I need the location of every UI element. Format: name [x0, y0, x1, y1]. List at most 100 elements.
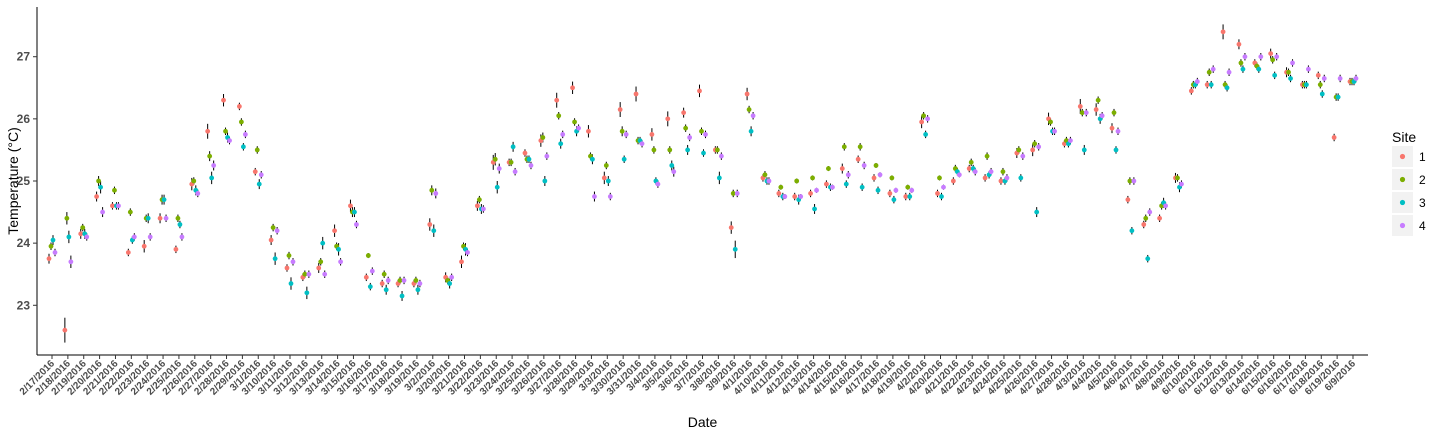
data-point-site-3: [177, 222, 183, 227]
data-point-site-1: [681, 110, 687, 116]
legend-label: 3: [1419, 196, 1426, 210]
data-point-site-2: [476, 197, 482, 203]
data-point-site-3: [399, 293, 405, 299]
data-point-site-1: [1268, 51, 1274, 57]
data-point-site-1: [919, 119, 925, 125]
data-point-site-2: [1175, 175, 1180, 181]
data-point-site-1: [173, 246, 179, 252]
data-point-site-4: [1306, 66, 1311, 72]
data-point-site-4: [528, 163, 534, 168]
data-point-site-4: [465, 250, 470, 255]
data-point-site-1: [252, 169, 258, 175]
data-point-site-3: [272, 256, 278, 262]
data-point-site-3: [98, 184, 103, 190]
data-point-site-4: [1004, 175, 1010, 181]
data-point-site-3: [621, 156, 627, 162]
data-point-site-3: [891, 197, 897, 203]
data-point-site-2: [429, 187, 435, 193]
data-point-site-1: [1315, 72, 1321, 78]
data-point-site-1: [141, 243, 147, 249]
legend-title: Site: [1392, 129, 1416, 145]
data-point-site-2: [667, 147, 673, 153]
data-point-site-4: [258, 172, 264, 178]
y-tick-label: 26: [17, 112, 31, 126]
data-point-site-1: [950, 178, 956, 184]
data-point-site-3: [415, 287, 421, 293]
data-point-site-1: [982, 175, 988, 181]
data-point-site-4: [496, 166, 502, 171]
data-point-site-4: [401, 278, 407, 283]
data-point-site-2: [175, 215, 181, 221]
data-point-site-2: [254, 147, 260, 153]
data-point-site-3: [1034, 209, 1040, 215]
error-bars: [48, 24, 1357, 343]
data-point-site-4: [560, 131, 566, 137]
data-point-site-2: [714, 147, 720, 153]
data-point-site-3: [161, 197, 167, 203]
data-point-site-1: [268, 237, 274, 243]
data-point-site-3: [732, 246, 738, 252]
data-point-site-4: [306, 271, 312, 277]
data-point-site-4: [417, 281, 423, 286]
data-point-site-2: [112, 187, 117, 193]
data-point-site-4: [163, 215, 169, 221]
data-point-site-4: [433, 191, 439, 196]
data-point-site-2: [318, 259, 324, 265]
legend-key-point-site-1: [1399, 153, 1406, 160]
y-tick-label: 27: [17, 50, 31, 64]
data-point-site-3: [320, 240, 326, 246]
data-point-site-1: [776, 191, 782, 196]
data-point-site-3: [1272, 72, 1278, 78]
data-point-site-1: [316, 265, 322, 271]
data-point-site-2: [1000, 169, 1006, 175]
data-point-site-2: [1206, 69, 1212, 75]
data-point-site-2: [699, 128, 704, 134]
data-point-site-4: [1290, 60, 1295, 66]
data-point-site-2: [778, 184, 784, 190]
data-point-site-2: [730, 191, 736, 196]
data-point-site-4: [1337, 76, 1343, 81]
data-point-site-4: [274, 228, 280, 234]
data-point-site-3: [542, 178, 548, 184]
data-point-site-2: [556, 113, 562, 119]
data-point-site-4: [687, 135, 693, 140]
data-point-site-2: [64, 215, 70, 221]
y-tick-label: 23: [17, 298, 31, 312]
data-point-site-2: [1016, 147, 1022, 153]
data-point-site-4: [354, 222, 359, 227]
data-point-site-2: [810, 175, 815, 181]
y-axis-title: Temperature (°C): [5, 127, 21, 235]
data-point-site-1: [94, 194, 99, 199]
data-point-site-4: [1147, 209, 1153, 215]
legend-label: 1: [1419, 150, 1426, 164]
data-point-site-3: [431, 228, 437, 234]
data-point-site-4: [607, 194, 613, 199]
data-point-site-2: [905, 184, 911, 190]
data-point-site-1: [1236, 41, 1242, 47]
data-point-site-4: [195, 191, 201, 196]
data-point-site-1: [998, 178, 1004, 184]
data-point-site-2: [270, 225, 276, 231]
data-point-site-3: [748, 128, 754, 134]
data-point-site-4: [782, 194, 788, 199]
data-point-site-2: [48, 243, 54, 249]
data-points: [46, 29, 1359, 333]
data-point-site-3: [1288, 76, 1293, 81]
data-point-site-3: [1113, 147, 1119, 153]
data-point-site-2: [762, 172, 768, 178]
data-point-site-2: [572, 119, 577, 125]
data-point-site-4: [100, 209, 105, 215]
data-point-site-3: [558, 141, 564, 147]
data-point-site-3: [1145, 256, 1151, 262]
data-point-site-4: [877, 172, 883, 178]
data-point-site-1: [1125, 197, 1131, 203]
y-ticks: 23 24 25 26 27: [17, 50, 37, 312]
data-point-site-1: [474, 203, 480, 209]
x-axis-title: Date: [688, 414, 718, 430]
data-point-site-2: [508, 159, 514, 165]
data-point-site-4: [925, 116, 931, 122]
data-point-site-2: [1111, 110, 1117, 116]
data-point-site-1: [601, 175, 607, 181]
data-point-site-3: [1224, 85, 1230, 91]
data-point-site-1: [1220, 29, 1226, 35]
